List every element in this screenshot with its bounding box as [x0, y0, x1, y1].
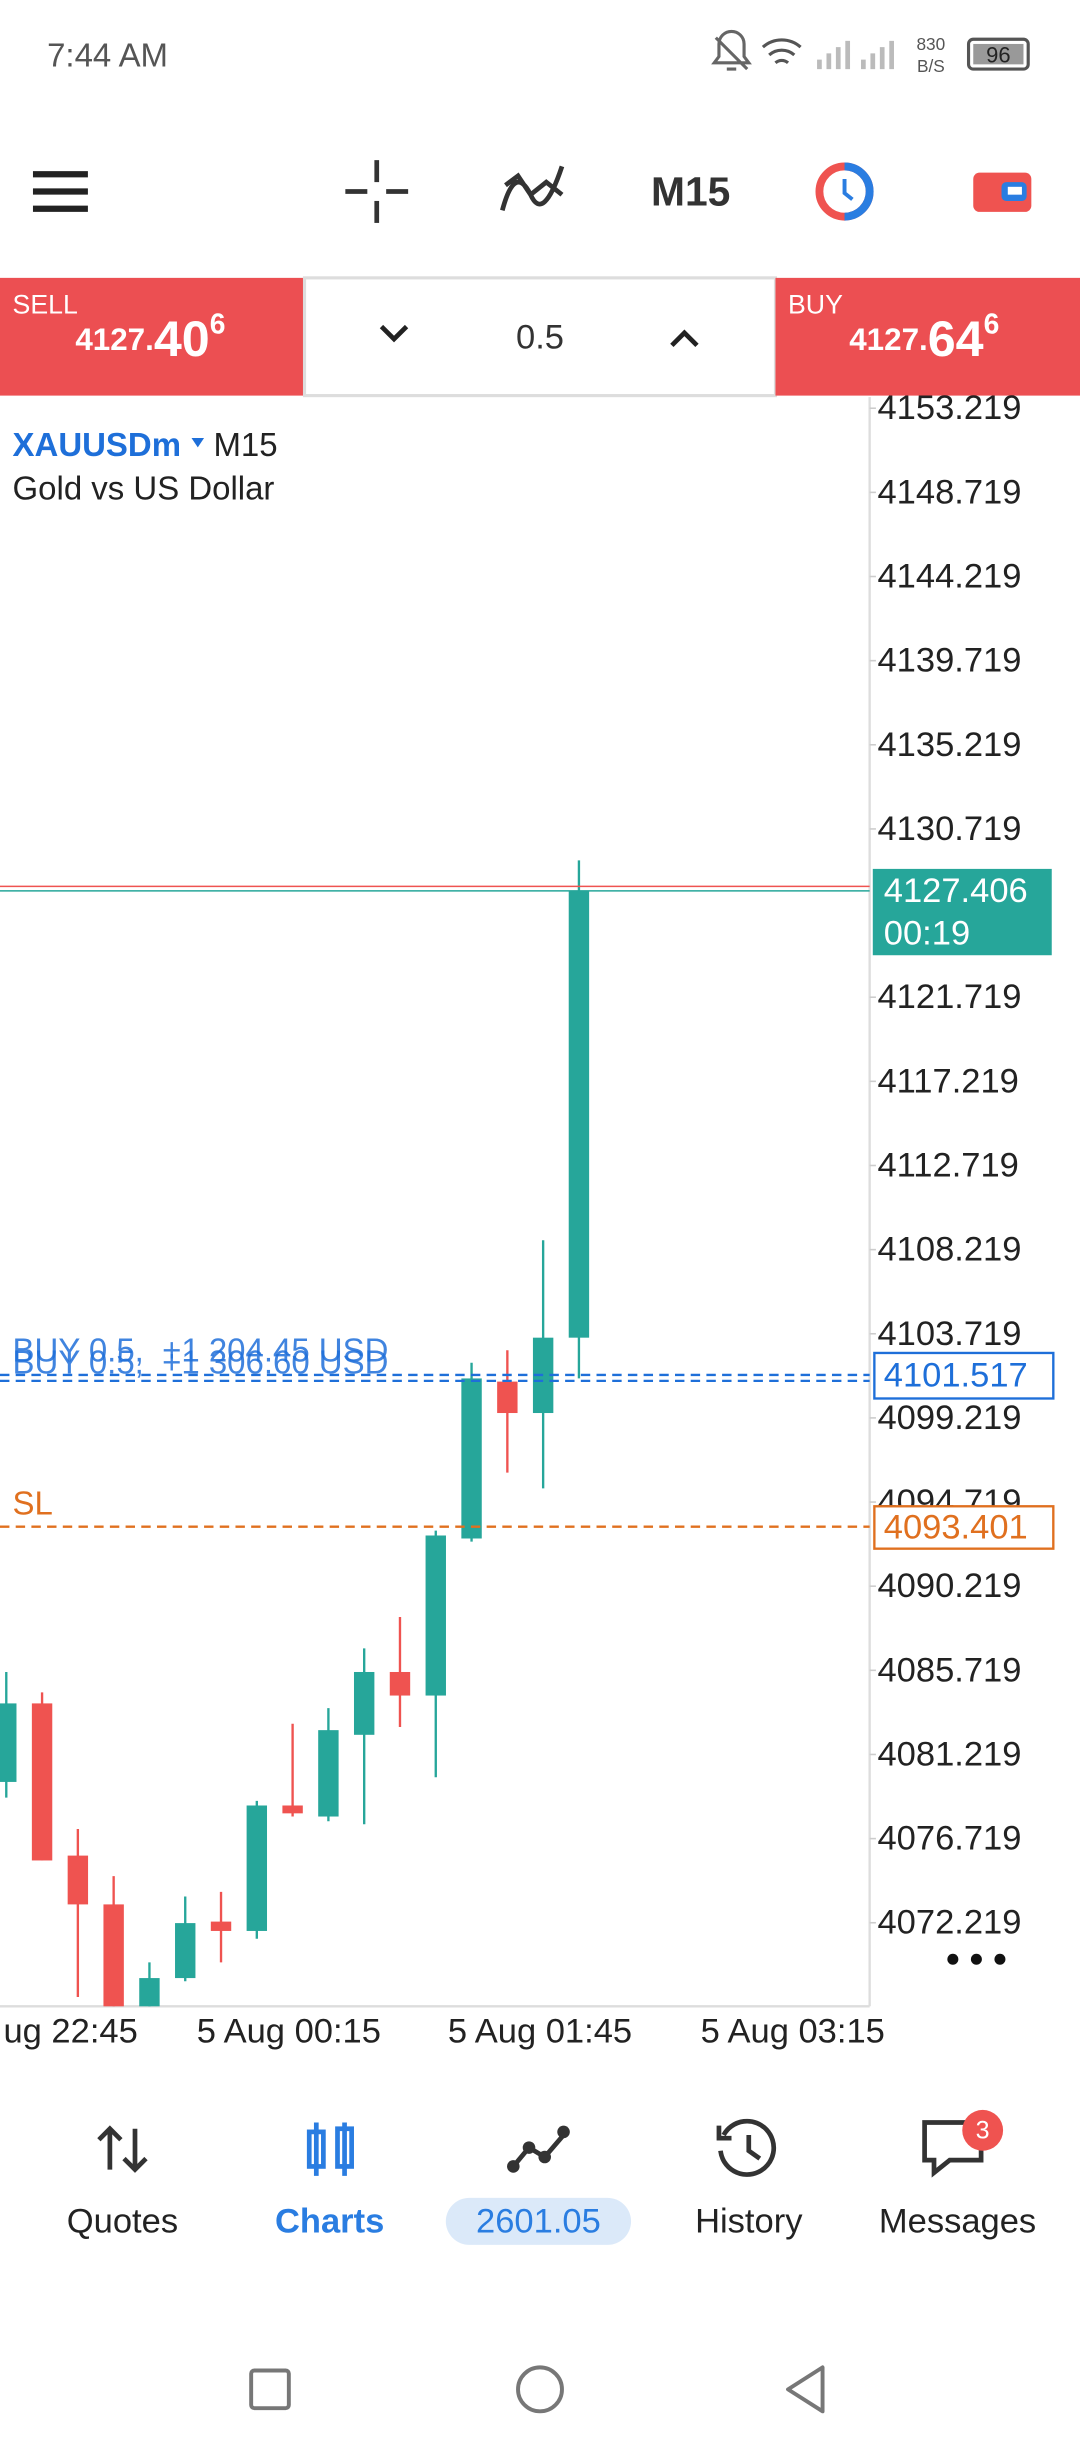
status-time: 7:44 AM [47, 36, 168, 73]
sell-price: 4127.406 [75, 307, 225, 367]
position-label: BUY 0.5, +1 306.60 USD [13, 1344, 389, 1381]
trade-icon[interactable] [507, 2125, 570, 2173]
sell-label: SELL [13, 290, 78, 320]
status-icons [711, 29, 894, 71]
sell-price-big: 40 [154, 311, 210, 367]
net-speed-unit: B/S [917, 56, 945, 76]
net-speed: 830 [916, 34, 945, 54]
y-tick-label: 4090.219 [878, 1567, 1022, 1605]
nav-quotes[interactable]: Quotes [67, 2202, 178, 2240]
menu-button[interactable] [32, 171, 88, 212]
nav-charts[interactable]: Charts [275, 2202, 384, 2240]
crosshair-button[interactable] [345, 160, 409, 223]
timeframe-button[interactable]: M15 [651, 169, 730, 215]
candle-body [425, 1535, 446, 1696]
messages-badge-count: 3 [976, 2116, 990, 2144]
candle-body [67, 1855, 89, 1905]
balance-pill [445, 2197, 632, 2245]
position-price-label: 4101.517 [884, 1357, 1028, 1395]
buy-price-prefix: 4127. [849, 322, 928, 357]
symbol[interactable]: XAUUSDm [13, 426, 181, 463]
position-label: BUY 0.5, +1 204.45 USD [13, 1331, 389, 1368]
recents-button[interactable] [249, 2368, 291, 2411]
y-tick-label: 4135.219 [878, 726, 1022, 764]
volume-value[interactable]: 0.5 [516, 319, 564, 357]
y-tick-label: 4081.219 [878, 1735, 1022, 1773]
candle-body [246, 1805, 268, 1931]
candle-body [103, 1904, 124, 2007]
buy-button[interactable] [775, 277, 1080, 396]
y-tick-label: 4112.719 [878, 1146, 1019, 1184]
buy-price: 4127.646 [849, 307, 999, 367]
symbol-dropdown[interactable] [191, 437, 205, 448]
trade-button[interactable] [973, 172, 1032, 212]
indicators-button[interactable] [500, 165, 565, 211]
y-tick-label: 4108.219 [878, 1231, 1022, 1269]
stop-loss-price-box [873, 1505, 1055, 1550]
battery-text: 96 [986, 42, 1010, 67]
nav-messages[interactable]: Messages [879, 2202, 1036, 2240]
candle-body [318, 1730, 339, 1817]
y-tick-label: 4121.719 [878, 978, 1022, 1016]
messages-badge [962, 2109, 1004, 2151]
y-tick-label: 4153.219 [878, 389, 1022, 427]
candle-body [497, 1381, 518, 1414]
y-tick-label: 4144.219 [878, 558, 1022, 596]
candle-body [353, 1671, 375, 1735]
stop-loss-price-label: 4093.401 [884, 1508, 1028, 1546]
y-tick-label: 4148.719 [878, 473, 1022, 511]
y-tick-label: 4130.719 [878, 810, 1022, 848]
candle-body [139, 1978, 160, 2007]
volume-panel [302, 276, 778, 398]
candle-body [568, 890, 590, 1338]
battery-level [973, 43, 1024, 65]
history-icon[interactable] [716, 2118, 777, 2177]
buy-price-big: 64 [928, 311, 984, 367]
y-tick-label: 4103.719 [878, 1315, 1022, 1353]
chart-timeframe: M15 [213, 426, 277, 463]
volume-up[interactable] [670, 329, 699, 348]
bid-price-label: 4127.406 [884, 872, 1028, 910]
candle-body [0, 1703, 17, 1782]
chart-type-button[interactable] [815, 162, 874, 221]
candle-body [31, 1703, 53, 1861]
home-button[interactable] [516, 2365, 564, 2414]
buy-label: BUY [788, 290, 843, 320]
y-tick-label: 4085.719 [878, 1651, 1022, 1689]
x-tick-label: 5 Aug 00:15 [197, 2012, 381, 2050]
x-tick-label: 5 Aug 01:45 [448, 2012, 632, 2050]
y-tick-label: 4076.719 [878, 1820, 1022, 1858]
position-price-box [873, 1351, 1055, 1400]
stop-loss-label: SL [13, 1485, 53, 1522]
nav-history[interactable]: History [695, 2202, 803, 2240]
y-tick-label: 4139.719 [878, 642, 1022, 680]
sell-price-sup: 6 [210, 307, 226, 339]
sell-button[interactable] [0, 277, 305, 396]
y-tick-label: 4117.219 [878, 1062, 1019, 1100]
sell-price-prefix: 4127. [75, 322, 154, 357]
y-tick-label: 4099.219 [878, 1399, 1022, 1437]
volume-down[interactable] [379, 324, 409, 343]
more-button[interactable] [947, 1953, 1006, 1965]
candle-body [461, 1378, 482, 1539]
candle-body [282, 1805, 303, 1814]
symbol-description: Gold vs US Dollar [13, 470, 275, 507]
chart: 4153.219 4148.719 4144.219 4139.719 4135.219… [0, 389, 1055, 2050]
charts-icon[interactable] [306, 2122, 354, 2176]
candle-body [210, 1921, 232, 1931]
bid-price-box [872, 868, 1052, 956]
candle-body [175, 1923, 196, 1979]
back-button[interactable] [786, 2365, 825, 2414]
buy-price-sup: 6 [984, 307, 1000, 339]
quotes-icon[interactable] [97, 2125, 148, 2173]
candle-body [389, 1671, 411, 1696]
nav-trade[interactable]: 2601.05 [476, 2202, 601, 2240]
x-tick-label: 5 Aug 03:15 [701, 2012, 885, 2050]
y-tick-label: 4072.219 [878, 1904, 1022, 1942]
bid-timer: 00:19 [884, 914, 970, 952]
x-tick-label: ug 22:45 [3, 2012, 137, 2050]
